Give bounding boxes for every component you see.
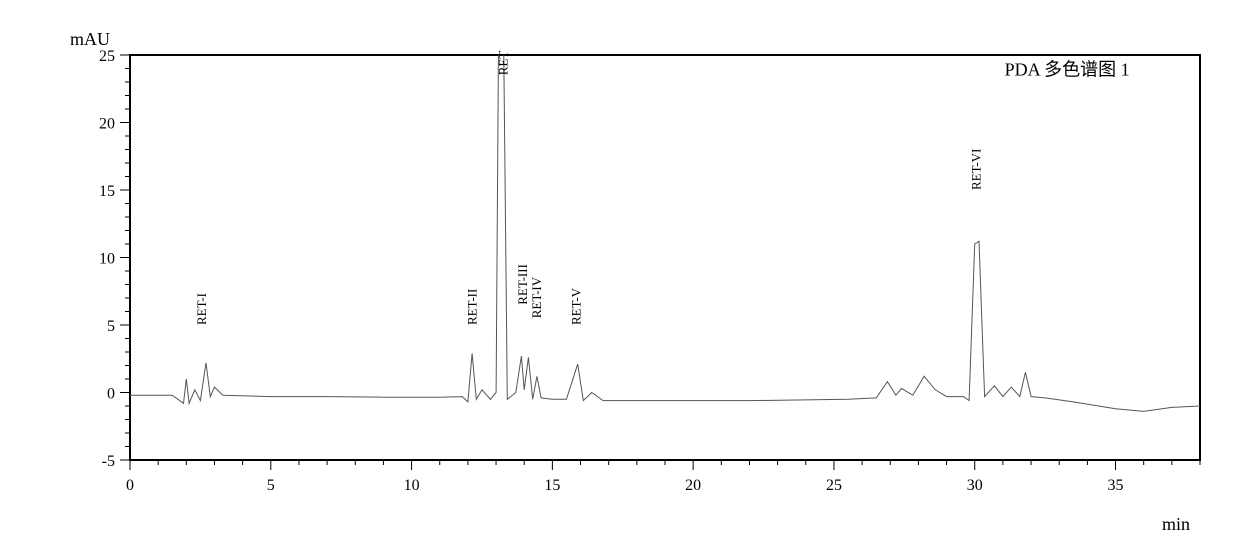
y-tick-label: 0	[107, 386, 115, 403]
x-tick-label: 35	[1108, 477, 1124, 494]
peak-label: RET-VI	[968, 149, 983, 190]
x-tick-label: 15	[544, 477, 560, 494]
y-tick-label: 15	[99, 183, 115, 200]
y-tick-label: -5	[102, 453, 115, 470]
peak-label: RET-IV	[529, 276, 544, 318]
y-tick-label: 20	[99, 116, 115, 133]
peak-label: RET-III	[515, 264, 530, 305]
chromatogram-chart: 05101520253035-50510152025mAUminRET-IRET…	[0, 0, 1240, 560]
peak-label: RET	[495, 51, 510, 76]
peak-label: RET-V	[569, 287, 584, 325]
x-tick-label: 25	[826, 477, 842, 494]
peak-label: RET-I	[194, 293, 209, 325]
peak-label: RET-II	[464, 289, 479, 325]
y-tick-label: 25	[99, 48, 115, 65]
y-tick-label: 5	[107, 318, 115, 335]
y-axis-title: mAU	[70, 29, 110, 49]
x-tick-label: 30	[967, 477, 983, 494]
chart-annotation: PDA 多色谱图 1	[1005, 59, 1130, 79]
x-tick-label: 10	[404, 477, 420, 494]
x-axis-title: min	[1162, 514, 1190, 534]
x-tick-label: 5	[267, 477, 275, 494]
y-tick-label: 10	[99, 251, 115, 268]
x-tick-label: 20	[685, 477, 701, 494]
x-tick-label: 0	[126, 477, 134, 494]
chart-svg: 05101520253035-50510152025mAUminRET-IRET…	[0, 0, 1240, 560]
